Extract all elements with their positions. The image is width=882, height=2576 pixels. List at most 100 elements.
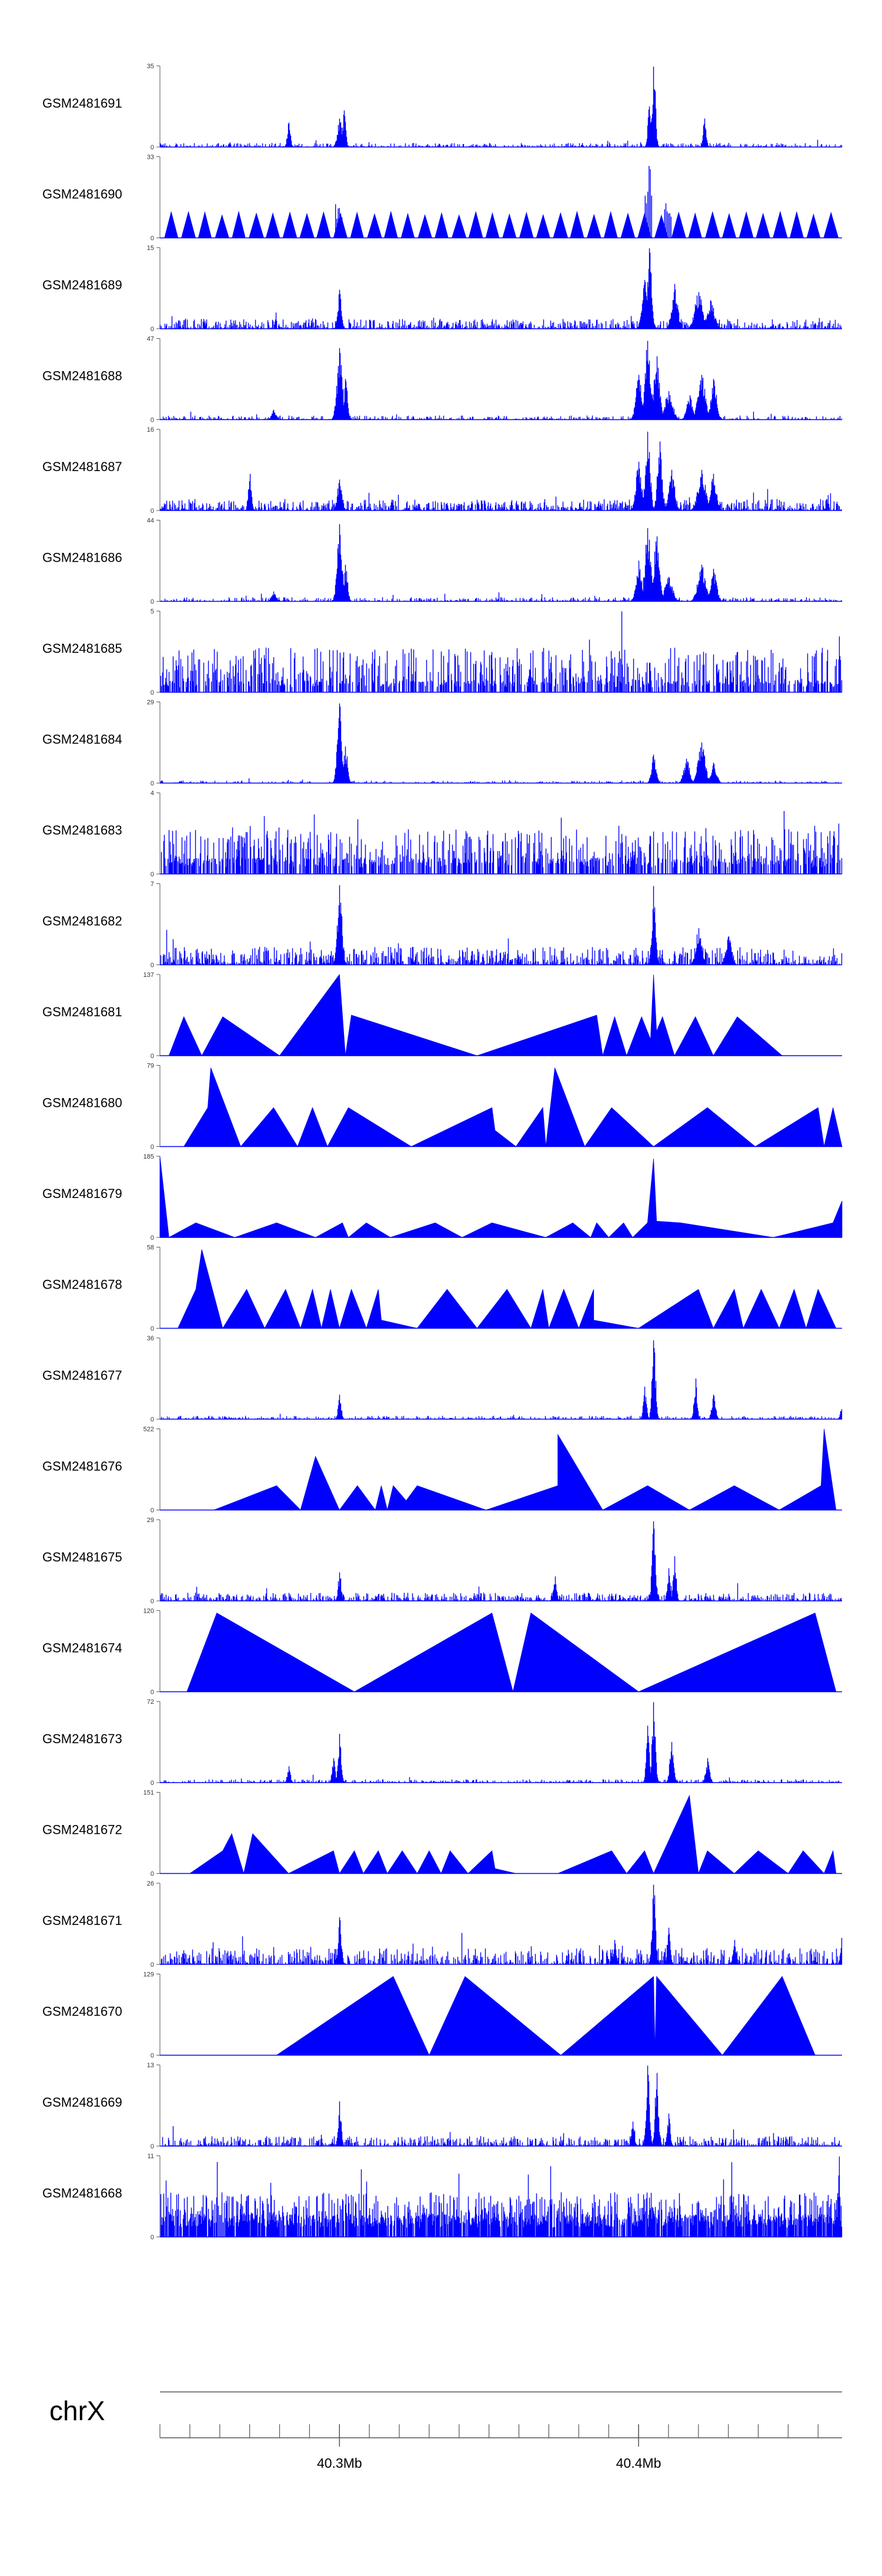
coverage-area [183, 1067, 843, 1147]
y-min-label: 0 [151, 1780, 154, 1787]
track-label: GSM2481689 [42, 278, 122, 292]
y-min-label: 0 [151, 326, 154, 333]
y-max-label: 33 [147, 154, 154, 161]
track-GSM2481683: GSM2481683 4 0 [42, 790, 843, 878]
y-min-label: 0 [151, 144, 154, 151]
y-min-label: 0 [151, 1507, 154, 1514]
track-GSM2481686: GSM2481686 44 0 [42, 518, 843, 606]
axis-ticks: 40.3Mb 40.4Mb [159, 2424, 818, 2471]
y-min-label: 0 [151, 508, 154, 515]
track-GSM2481685: GSM2481685 5 0 [42, 608, 843, 696]
y-max-label: 15 [147, 245, 154, 252]
coverage-area [164, 211, 839, 238]
track-GSM2481681: GSM2481681 137 0 [42, 972, 842, 1060]
coverage-signal [159, 66, 843, 148]
track-GSM2481690: GSM2481690 33 0 [42, 154, 842, 242]
y-min-label: 0 [151, 1689, 154, 1696]
y-min-label: 0 [151, 1144, 154, 1151]
track-label: GSM2481683 [42, 823, 122, 837]
coverage-peaks [335, 166, 672, 238]
coverage-signal [160, 611, 843, 693]
coverage-signal [160, 341, 843, 420]
track-label: GSM2481670 [42, 2004, 122, 2019]
track-label: GSM2481675 [42, 1550, 122, 1564]
track-label: GSM2481680 [42, 1096, 122, 1110]
coverage-area [276, 1976, 816, 2056]
y-max-label: 16 [147, 426, 154, 433]
y-min-label: 0 [151, 1326, 154, 1333]
y-min-label: 0 [151, 871, 154, 878]
track-GSM2481672: GSM2481672 151 0 [42, 1790, 842, 1878]
track-GSM2481674: GSM2481674 120 0 [42, 1608, 842, 1696]
track-label: GSM2481674 [42, 1641, 122, 1656]
y-max-label: 36 [147, 1335, 154, 1342]
coverage-signal [160, 703, 843, 783]
track-GSM2481676: GSM2481676 522 0 [42, 1426, 842, 1514]
track-label: GSM2481685 [42, 641, 122, 656]
track-GSM2481678: GSM2481678 58 0 [42, 1244, 842, 1333]
y-min-label: 0 [151, 1416, 154, 1423]
track-label: GSM2481668 [42, 2186, 122, 2201]
coverage-area [168, 973, 783, 1057]
y-min-label: 0 [151, 2143, 154, 2150]
coverage-signal [159, 431, 843, 511]
track-label: GSM2481679 [42, 1186, 122, 1201]
track-GSM2481679: GSM2481679 185 0 [42, 1153, 843, 1242]
track-label: GSM2481681 [42, 1005, 122, 1019]
y-max-label: 29 [147, 1517, 154, 1524]
track-label: GSM2481686 [42, 550, 122, 565]
coverage-area [186, 1612, 837, 1692]
track-label: GSM2481669 [42, 2095, 122, 2110]
tick-label: 40.4Mb [616, 2455, 662, 2471]
y-max-label: 151 [143, 1790, 154, 1797]
y-min-label: 0 [151, 1961, 154, 1968]
track-GSM2481669: GSM2481669 13 0 [42, 2062, 843, 2150]
coverage-signal [160, 2156, 843, 2237]
y-max-label: 137 [143, 972, 154, 979]
y-min-label: 0 [151, 2053, 154, 2060]
coverage-signal [160, 1521, 843, 1601]
track-label: GSM2481682 [42, 914, 122, 929]
track-GSM2481691: GSM2481691 35 0 [42, 63, 843, 151]
track-GSM2481677: GSM2481677 36 0 [42, 1335, 843, 1423]
y-max-label: 7 [151, 881, 154, 888]
y-max-label: 26 [147, 1880, 154, 1887]
y-max-label: 72 [147, 1699, 154, 1706]
coverage-signal [160, 1340, 843, 1420]
coverage-area [177, 1249, 837, 1330]
track-GSM2481668: GSM2481668 11 0 [42, 2153, 843, 2241]
coverage-signal [160, 524, 843, 602]
y-min-label: 0 [151, 780, 154, 788]
coverage-area [189, 1794, 837, 1875]
coverage-area [159, 1156, 843, 1238]
coverage-signal [159, 885, 843, 965]
track-GSM2481671: GSM2481671 26 0 [42, 1880, 843, 1968]
y-max-label: 13 [147, 2062, 154, 2069]
y-max-label: 29 [147, 699, 154, 706]
track-label: GSM2481691 [42, 96, 122, 111]
track-label: GSM2481678 [42, 1277, 122, 1292]
genome-axis: chrX 40.3Mb 40.4Mb [49, 2391, 842, 2471]
y-max-label: 120 [143, 1608, 154, 1615]
y-max-label: 129 [143, 1971, 154, 1978]
track-GSM2481675: GSM2481675 29 0 [42, 1517, 843, 1605]
coverage-signal [160, 811, 843, 875]
track-GSM2481673: GSM2481673 72 0 [42, 1699, 842, 1787]
y-max-label: 79 [147, 1063, 154, 1070]
y-min-label: 0 [151, 417, 154, 424]
y-max-label: 4 [151, 790, 154, 797]
coverage-signal [160, 2066, 843, 2147]
y-min-label: 0 [151, 1598, 154, 1605]
track-GSM2481687: GSM2481687 16 0 [42, 426, 843, 515]
track-label: GSM2481690 [42, 187, 122, 202]
track-label: GSM2481672 [42, 1823, 122, 1837]
track-label: GSM2481671 [42, 1913, 122, 1928]
coverage-signal [160, 1884, 843, 1965]
y-min-label: 0 [151, 235, 154, 242]
track-label: GSM2481687 [42, 459, 122, 474]
y-max-label: 11 [148, 2153, 154, 2160]
y-max-label: 44 [147, 518, 154, 525]
y-min-label: 0 [151, 1234, 154, 1242]
track-GSM2481682: GSM2481682 7 0 [42, 881, 843, 969]
